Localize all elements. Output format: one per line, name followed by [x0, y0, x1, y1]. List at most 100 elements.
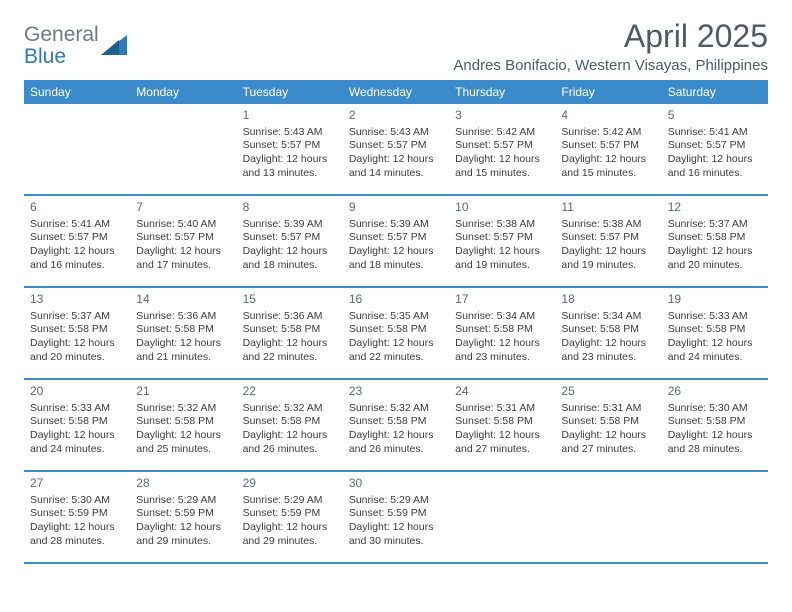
sunrise-text: Sunrise: 5:33 AM [30, 402, 124, 416]
daylight-text: Daylight: 12 hours [455, 153, 549, 167]
daylight-text: Daylight: 12 hours [349, 429, 443, 443]
daylight-text: Daylight: 12 hours [561, 337, 655, 351]
calendar-day: 11Sunrise: 5:38 AMSunset: 5:57 PMDayligh… [555, 196, 661, 286]
daylight-text: Daylight: 12 hours [668, 429, 762, 443]
daylight-text: and 16 minutes. [668, 167, 762, 181]
sunset-text: Sunset: 5:59 PM [243, 507, 337, 521]
sunrise-text: Sunrise: 5:30 AM [30, 494, 124, 508]
sunrise-text: Sunrise: 5:38 AM [561, 218, 655, 232]
weekday-header: Friday [555, 80, 661, 104]
calendar: SundayMondayTuesdayWednesdayThursdayFrid… [24, 80, 768, 564]
daylight-text: Daylight: 12 hours [243, 521, 337, 535]
calendar-day: 21Sunrise: 5:32 AMSunset: 5:58 PMDayligh… [130, 380, 236, 470]
daylight-text: and 29 minutes. [136, 535, 230, 549]
daylight-text: and 25 minutes. [136, 443, 230, 457]
calendar-day: 28Sunrise: 5:29 AMSunset: 5:59 PMDayligh… [130, 472, 236, 562]
weekday-header-row: SundayMondayTuesdayWednesdayThursdayFrid… [24, 80, 768, 104]
sunrise-text: Sunrise: 5:37 AM [668, 218, 762, 232]
calendar-day: 5Sunrise: 5:41 AMSunset: 5:57 PMDaylight… [662, 104, 768, 194]
day-number: 25 [561, 384, 655, 400]
calendar-day: 13Sunrise: 5:37 AMSunset: 5:58 PMDayligh… [24, 288, 130, 378]
sunset-text: Sunset: 5:57 PM [668, 139, 762, 153]
calendar-day: 20Sunrise: 5:33 AMSunset: 5:58 PMDayligh… [24, 380, 130, 470]
day-number: 18 [561, 292, 655, 308]
daylight-text: and 18 minutes. [349, 259, 443, 273]
sunrise-text: Sunrise: 5:36 AM [243, 310, 337, 324]
daylight-text: Daylight: 12 hours [243, 245, 337, 259]
sunset-text: Sunset: 5:58 PM [243, 323, 337, 337]
calendar-day-empty [555, 472, 661, 562]
daylight-text: Daylight: 12 hours [668, 337, 762, 351]
day-number: 26 [668, 384, 762, 400]
sunrise-text: Sunrise: 5:40 AM [136, 218, 230, 232]
day-number: 12 [668, 200, 762, 216]
sunrise-text: Sunrise: 5:32 AM [349, 402, 443, 416]
sunset-text: Sunset: 5:57 PM [243, 231, 337, 245]
day-number: 15 [243, 292, 337, 308]
daylight-text: and 27 minutes. [455, 443, 549, 457]
calendar-day: 12Sunrise: 5:37 AMSunset: 5:58 PMDayligh… [662, 196, 768, 286]
daylight-text: Daylight: 12 hours [30, 429, 124, 443]
daylight-text: Daylight: 12 hours [136, 337, 230, 351]
header: General Blue April 2025 Andres Bonifacio… [24, 18, 768, 74]
daylight-text: Daylight: 12 hours [349, 245, 443, 259]
daylight-text: Daylight: 12 hours [30, 337, 124, 351]
calendar-day: 19Sunrise: 5:33 AMSunset: 5:58 PMDayligh… [662, 288, 768, 378]
day-number: 3 [455, 108, 549, 124]
day-number: 24 [455, 384, 549, 400]
day-number: 20 [30, 384, 124, 400]
daylight-text: and 18 minutes. [243, 259, 337, 273]
day-number: 10 [455, 200, 549, 216]
day-number: 6 [30, 200, 124, 216]
calendar-day: 4Sunrise: 5:42 AMSunset: 5:57 PMDaylight… [555, 104, 661, 194]
daylight-text: and 21 minutes. [136, 351, 230, 365]
sunset-text: Sunset: 5:58 PM [136, 415, 230, 429]
sunrise-text: Sunrise: 5:42 AM [455, 126, 549, 140]
calendar-day: 16Sunrise: 5:35 AMSunset: 5:58 PMDayligh… [343, 288, 449, 378]
daylight-text: Daylight: 12 hours [668, 245, 762, 259]
day-number: 8 [243, 200, 337, 216]
title-block: April 2025 Andres Bonifacio, Western Vis… [453, 18, 768, 74]
sunset-text: Sunset: 5:58 PM [349, 415, 443, 429]
sunrise-text: Sunrise: 5:32 AM [136, 402, 230, 416]
sunset-text: Sunset: 5:57 PM [349, 139, 443, 153]
brand-word-blue: Blue [24, 45, 66, 68]
sunset-text: Sunset: 5:59 PM [30, 507, 124, 521]
daylight-text: Daylight: 12 hours [455, 245, 549, 259]
calendar-day: 14Sunrise: 5:36 AMSunset: 5:58 PMDayligh… [130, 288, 236, 378]
brand-wordmark: General Blue [24, 24, 99, 68]
brand-word-general: General [24, 23, 99, 46]
calendar-page: General Blue April 2025 Andres Bonifacio… [0, 0, 792, 582]
brand-triangle-icon [101, 33, 127, 60]
day-number: 2 [349, 108, 443, 124]
daylight-text: Daylight: 12 hours [349, 337, 443, 351]
daylight-text: Daylight: 12 hours [455, 429, 549, 443]
day-number: 17 [455, 292, 549, 308]
sunrise-text: Sunrise: 5:29 AM [349, 494, 443, 508]
calendar-day: 9Sunrise: 5:39 AMSunset: 5:57 PMDaylight… [343, 196, 449, 286]
calendar-day: 10Sunrise: 5:38 AMSunset: 5:57 PMDayligh… [449, 196, 555, 286]
daylight-text: and 15 minutes. [561, 167, 655, 181]
sunset-text: Sunset: 5:58 PM [455, 415, 549, 429]
weekday-header: Sunday [24, 80, 130, 104]
daylight-text: and 26 minutes. [243, 443, 337, 457]
sunrise-text: Sunrise: 5:41 AM [30, 218, 124, 232]
sunset-text: Sunset: 5:58 PM [668, 415, 762, 429]
sunset-text: Sunset: 5:58 PM [561, 323, 655, 337]
calendar-week: 6Sunrise: 5:41 AMSunset: 5:57 PMDaylight… [24, 196, 768, 288]
daylight-text: Daylight: 12 hours [668, 153, 762, 167]
daylight-text: and 23 minutes. [561, 351, 655, 365]
sunset-text: Sunset: 5:58 PM [668, 323, 762, 337]
day-number: 5 [668, 108, 762, 124]
daylight-text: and 13 minutes. [243, 167, 337, 181]
daylight-text: Daylight: 12 hours [561, 245, 655, 259]
day-number: 13 [30, 292, 124, 308]
calendar-day: 30Sunrise: 5:29 AMSunset: 5:59 PMDayligh… [343, 472, 449, 562]
daylight-text: and 17 minutes. [136, 259, 230, 273]
daylight-text: and 26 minutes. [349, 443, 443, 457]
calendar-day: 26Sunrise: 5:30 AMSunset: 5:58 PMDayligh… [662, 380, 768, 470]
calendar-week: 1Sunrise: 5:43 AMSunset: 5:57 PMDaylight… [24, 104, 768, 196]
daylight-text: and 23 minutes. [455, 351, 549, 365]
sunrise-text: Sunrise: 5:32 AM [243, 402, 337, 416]
sunrise-text: Sunrise: 5:36 AM [136, 310, 230, 324]
